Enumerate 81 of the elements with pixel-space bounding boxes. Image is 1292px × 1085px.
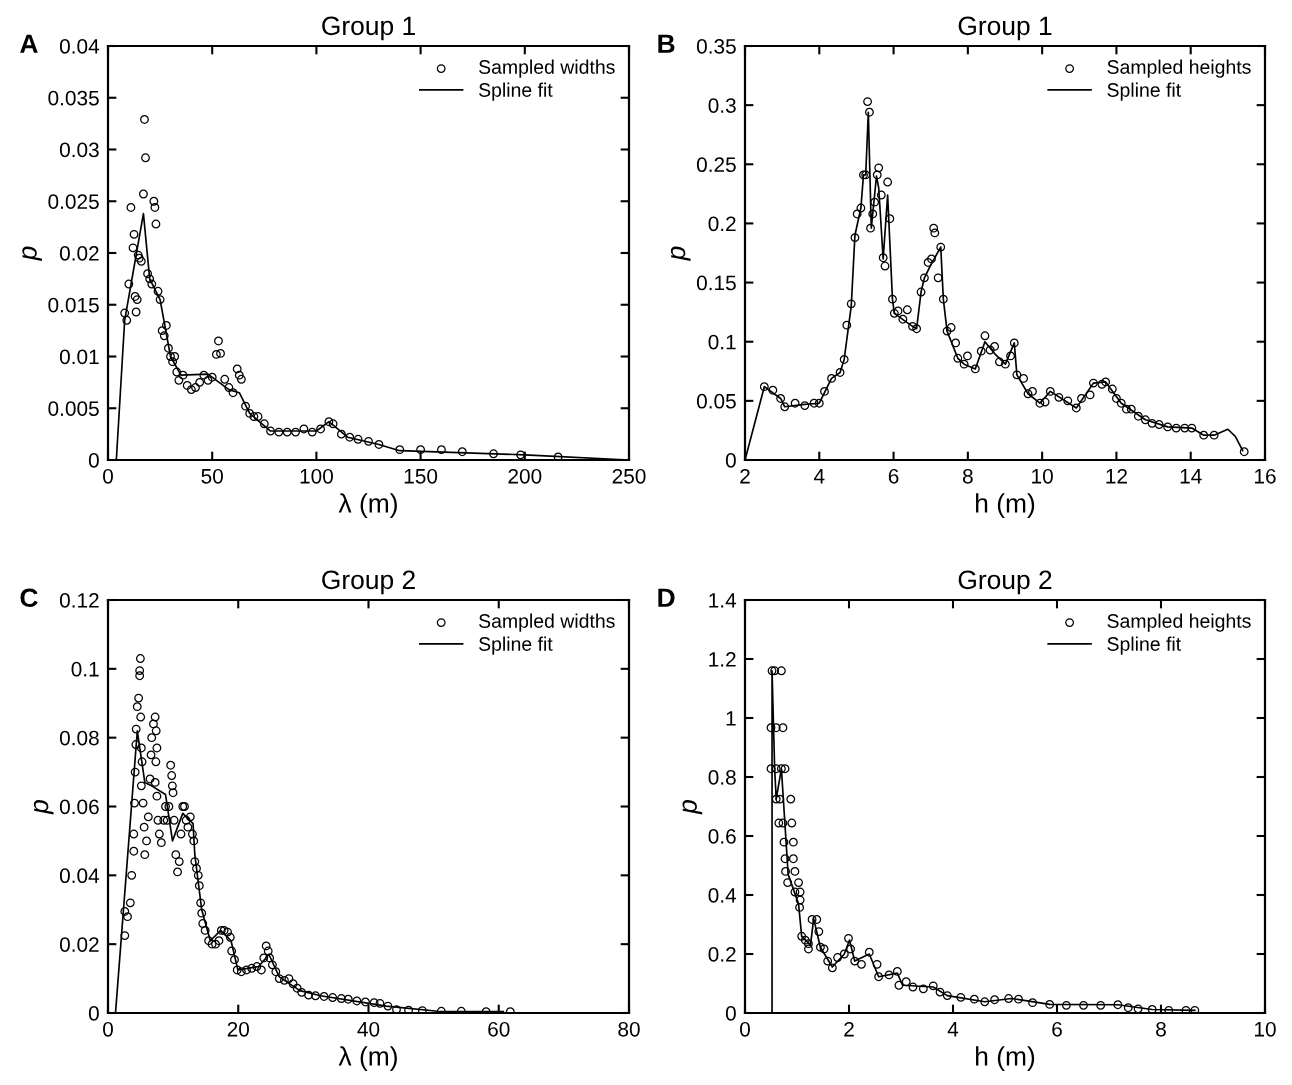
x-tick-label: 8 bbox=[962, 468, 973, 484]
y-tick-label: 0 bbox=[725, 1006, 736, 1021]
x-tick-label: 16 bbox=[1255, 468, 1276, 484]
x-axis-title: λ (m) bbox=[338, 1046, 397, 1071]
x-axis-title: h (m) bbox=[976, 1046, 1035, 1071]
text: C bbox=[20, 588, 38, 608]
x-tick-label: 50 bbox=[201, 468, 223, 484]
x-tick-label: 150 bbox=[404, 468, 438, 484]
y-tick-label: 0.015 bbox=[48, 297, 99, 313]
y-tick-label: 0.08 bbox=[59, 730, 99, 746]
x-tick-label: 200 bbox=[508, 468, 542, 484]
legend-label: Spline fit bbox=[479, 82, 553, 101]
y-tick-label: 0.05 bbox=[696, 393, 736, 409]
x-tick-label: 2 bbox=[844, 1021, 854, 1037]
y-tick-label: 0.01 bbox=[59, 349, 99, 365]
x-tick-label: 14 bbox=[1180, 469, 1202, 484]
x-tick-label: 0 bbox=[740, 1021, 750, 1037]
x-tick-label: 10 bbox=[1032, 468, 1053, 484]
y-tick-label: 0.03 bbox=[59, 142, 99, 158]
text: B bbox=[658, 34, 675, 53]
x-tick-label: 100 bbox=[300, 468, 333, 484]
y-tick-label: 0.4 bbox=[708, 888, 737, 903]
y-tick-label: 0 bbox=[725, 453, 736, 468]
y-tick-label: 0.005 bbox=[48, 401, 99, 416]
legend-label: Sampled heights bbox=[1107, 59, 1251, 78]
y-tick-label: 0.3 bbox=[708, 98, 736, 113]
x-tick-label: 250 bbox=[612, 468, 646, 484]
y-tick-label: 0.35 bbox=[696, 39, 736, 54]
y-tick-label: 0.02 bbox=[59, 246, 99, 261]
x-tick-label: 6 bbox=[1052, 1021, 1062, 1037]
x-tick-label: 40 bbox=[357, 1021, 380, 1037]
y-tick-label: 1 bbox=[726, 711, 736, 726]
legend-label: Spline fit bbox=[1107, 82, 1181, 101]
y-tick-label: 0.25 bbox=[696, 157, 736, 173]
x-tick-label: 4 bbox=[813, 469, 825, 484]
y-axis-title: p bbox=[670, 246, 691, 261]
x-axis-title: λ (m) bbox=[338, 493, 397, 518]
legend-label: Sampled widths bbox=[479, 59, 615, 78]
y-tick-label: 0.15 bbox=[696, 275, 736, 291]
y-tick-label: 0.2 bbox=[708, 216, 736, 232]
y-tick-label: 0.8 bbox=[708, 770, 736, 785]
y-tick-label: 0.2 bbox=[708, 947, 736, 962]
y-tick-label: 0.04 bbox=[59, 868, 100, 884]
y-tick-label: 0.1 bbox=[708, 334, 736, 350]
x-tick-label: 20 bbox=[227, 1021, 250, 1037]
chart-title: Group 2 bbox=[958, 570, 1052, 595]
legend-label: Sampled widths bbox=[479, 613, 615, 632]
text: D bbox=[658, 588, 675, 607]
y-tick-label: 1.4 bbox=[709, 593, 737, 608]
y-tick-label: 0.1 bbox=[71, 661, 99, 677]
chart-title: Group 1 bbox=[958, 16, 1052, 41]
y-tick-label: 0.035 bbox=[48, 90, 99, 106]
legend-label: Sampled heights bbox=[1107, 613, 1251, 632]
y-axis-title: p bbox=[33, 800, 54, 815]
x-tick-label: 8 bbox=[1156, 1021, 1166, 1037]
y-tick-label: 0.6 bbox=[708, 829, 736, 844]
y-tick-label: 0.06 bbox=[59, 799, 99, 815]
x-axis-title: h (m) bbox=[976, 493, 1035, 518]
x-tick-label: 60 bbox=[488, 1021, 510, 1037]
y-axis-title: p bbox=[22, 246, 42, 261]
x-tick-label: 12 bbox=[1106, 468, 1127, 484]
x-tick-label: 2 bbox=[740, 468, 750, 484]
x-tick-label: 0 bbox=[103, 1021, 113, 1037]
x-tick-label: 80 bbox=[618, 1021, 640, 1037]
y-tick-label: 0 bbox=[88, 453, 99, 468]
y-tick-label: 0.02 bbox=[59, 937, 99, 952]
y-tick-label: 0 bbox=[88, 1006, 99, 1021]
chart-title: Group 2 bbox=[322, 570, 415, 595]
legend-label: Spline fit bbox=[479, 636, 553, 655]
y-axis-title: p bbox=[682, 800, 703, 815]
x-tick-label: 6 bbox=[888, 468, 899, 484]
x-tick-label: 10 bbox=[1255, 1021, 1276, 1037]
y-tick-label: 0.12 bbox=[59, 593, 99, 608]
text: A bbox=[20, 34, 38, 53]
y-tick-label: 0.025 bbox=[48, 194, 99, 209]
legend-label: Spline fit bbox=[1107, 636, 1181, 655]
y-tick-label: 0.04 bbox=[59, 39, 100, 54]
x-tick-label: 0 bbox=[103, 468, 113, 484]
chart-title: Group 1 bbox=[322, 16, 415, 41]
x-tick-label: 4 bbox=[947, 1022, 959, 1037]
y-tick-label: 1.2 bbox=[709, 652, 736, 667]
